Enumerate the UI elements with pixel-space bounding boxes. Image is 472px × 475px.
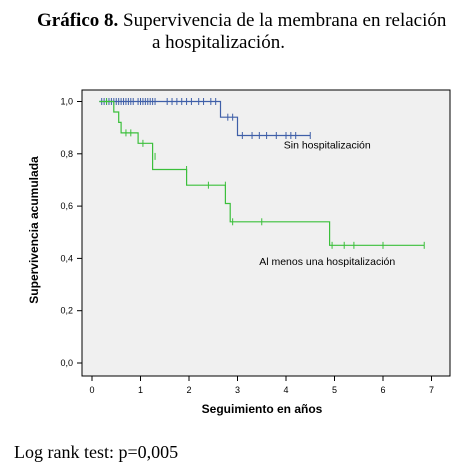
title-text-1: Supervivencia de la membrana en relación (118, 10, 447, 31)
y-axis-label: Supervivencia acumulada (27, 156, 41, 304)
log-rank-footnote: Log rank test: p=0,005 (14, 442, 179, 462)
series-2: Al menos una hospitalización (99, 98, 425, 268)
title-line-2: a hospitalización. (152, 32, 285, 53)
x-tick-label: 4 (283, 385, 288, 395)
y-tick-label: 0,4 (60, 253, 73, 263)
x-tick-label: 6 (380, 385, 385, 395)
title-prefix: Gráfico 8. (37, 10, 119, 31)
series-1: Sin hospitalización (99, 98, 371, 152)
survival-curve (99, 100, 425, 246)
series-label: Sin hospitalización (284, 140, 371, 152)
survival-curve (99, 100, 311, 137)
x-tick-label: 0 (89, 385, 94, 395)
series-label: Al menos una hospitalización (259, 256, 395, 268)
y-tick-label: 0,8 (60, 149, 73, 159)
x-tick-label: 7 (429, 385, 434, 395)
x-tick-label: 2 (186, 385, 191, 395)
title-line-1: Gráfico 8. Supervivencia de la membrana … (37, 10, 446, 32)
y-tick-label: 0,2 (60, 306, 73, 316)
axes: 0 1 2 3 4 5 6 7 0,0 0,2 0,4 0,6 0,8 1,0 (60, 97, 434, 396)
x-tick-label: 3 (235, 385, 240, 395)
x-axis-label: Seguimiento en años (202, 402, 323, 416)
plot-area (81, 89, 451, 377)
y-tick-label: 1,0 (60, 97, 73, 107)
y-tick-label: 0,0 (60, 358, 73, 368)
y-tick-label: 0,6 (60, 201, 73, 211)
x-tick-label: 1 (138, 385, 143, 395)
x-tick-label: 5 (332, 385, 337, 395)
series-layer: Sin hospitalización Al menos una hospital… (99, 98, 425, 268)
